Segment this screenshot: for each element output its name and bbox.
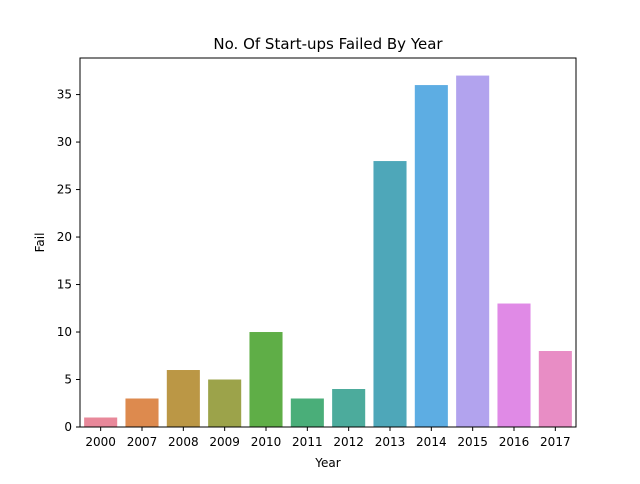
x-tick-label: 2008 bbox=[168, 435, 199, 449]
x-axis-ticks: 2000 2007 2008 2009 2010 2011 2012 2013 2014 2015… bbox=[85, 427, 571, 449]
bar-2015 bbox=[456, 75, 490, 428]
y-tick-label: 35 bbox=[57, 88, 72, 102]
x-tick-label: 2010 bbox=[251, 435, 282, 449]
chart-title: No. Of Start-ups Failed By Year bbox=[213, 35, 443, 53]
y-tick-label: 5 bbox=[64, 373, 72, 387]
x-tick-label: 2011 bbox=[292, 435, 323, 449]
y-tick-label: 10 bbox=[57, 325, 72, 339]
y-tick-label: 15 bbox=[57, 278, 72, 292]
bar-2009 bbox=[208, 379, 242, 427]
y-tick-label: 25 bbox=[57, 183, 72, 197]
x-axis-label: Year bbox=[314, 456, 340, 470]
bar-2014 bbox=[414, 85, 448, 428]
y-tick-label: 20 bbox=[57, 230, 72, 244]
y-tick-label: 0 bbox=[64, 420, 72, 434]
plot-frame bbox=[79, 57, 577, 428]
bar-2016 bbox=[497, 303, 531, 427]
y-tick-label: 30 bbox=[57, 135, 72, 149]
x-tick-label: 2014 bbox=[416, 435, 447, 449]
x-tick-label: 2017 bbox=[540, 435, 571, 449]
x-tick-label: 2016 bbox=[499, 435, 530, 449]
bar-2010 bbox=[249, 332, 283, 427]
bar-2013 bbox=[373, 161, 407, 427]
bar-2007 bbox=[125, 398, 159, 427]
x-tick-label: 2013 bbox=[375, 435, 406, 449]
bar-2012 bbox=[332, 389, 366, 427]
bars-layer bbox=[84, 75, 572, 428]
y-axis-ticks: 0 5 10 15 20 25 30 35 bbox=[57, 88, 80, 434]
x-tick-label: 2009 bbox=[209, 435, 240, 449]
bar-2017 bbox=[538, 351, 572, 427]
bar-2011 bbox=[290, 398, 324, 427]
x-tick-label: 2012 bbox=[333, 435, 364, 449]
x-tick-label: 2000 bbox=[85, 435, 116, 449]
y-axis-label: Fail bbox=[33, 233, 47, 253]
x-tick-label: 2007 bbox=[127, 435, 158, 449]
bar-2008 bbox=[166, 370, 200, 427]
x-tick-label: 2015 bbox=[457, 435, 488, 449]
bar-2000 bbox=[84, 417, 118, 427]
